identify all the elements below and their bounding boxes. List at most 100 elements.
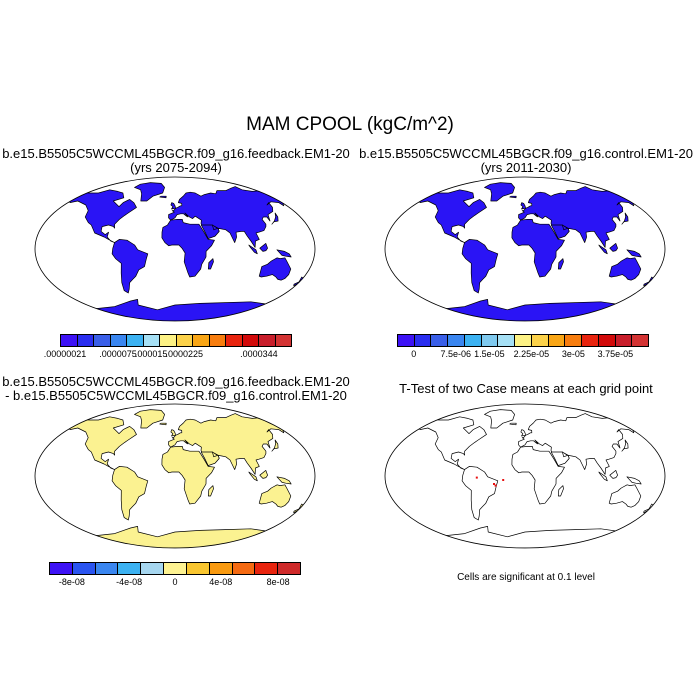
land-antarctica bbox=[66, 526, 284, 548]
map-border bbox=[34, 403, 316, 549]
colorbar-box bbox=[61, 335, 78, 346]
colorbar-label: 8e-08 bbox=[266, 577, 290, 587]
land-sumatra bbox=[598, 244, 608, 255]
land-britain bbox=[520, 202, 527, 210]
panel-2-title-line2: (yrs 2011-2030) bbox=[480, 160, 572, 175]
colorbar-box bbox=[110, 335, 127, 346]
land-greenland bbox=[484, 182, 515, 202]
colorbar-box bbox=[515, 335, 532, 346]
land-madagascar bbox=[557, 485, 564, 497]
panel-2-colorbar bbox=[397, 334, 649, 347]
land-africa bbox=[511, 446, 565, 505]
colorbar-box bbox=[531, 335, 549, 346]
map-svg bbox=[34, 176, 316, 322]
panel-3-colorbar-labels: -8e-08 -4e-08 0 4e-08 8e-08 bbox=[49, 577, 301, 589]
panel-2-title: b.e15.B5505C5WCCML45BGCR.f09_g16.control… bbox=[352, 147, 700, 175]
colorbar-box bbox=[143, 335, 160, 346]
colorbar-box bbox=[255, 563, 279, 574]
colorbar-label: -8e-08 bbox=[58, 577, 85, 587]
land-arabia bbox=[550, 224, 570, 239]
land-africa bbox=[511, 219, 565, 278]
land-new-guinea bbox=[276, 249, 292, 258]
colorbar-box bbox=[259, 335, 276, 346]
land-new-guinea bbox=[626, 476, 642, 485]
colorbar-box bbox=[448, 335, 465, 346]
land-australia bbox=[258, 257, 292, 281]
figure-title: MAM CPOOL (kgC/m^2) bbox=[246, 114, 454, 135]
map-border bbox=[384, 403, 666, 549]
land-new-guinea bbox=[626, 249, 642, 258]
colorbar-box bbox=[209, 335, 226, 346]
panel-3-colorbar bbox=[49, 562, 301, 575]
land-madagascar bbox=[557, 258, 564, 270]
panel-1-colorbar-labels: .00000021 .0000075.000015.0000225 .0000344 bbox=[44, 349, 292, 361]
colorbar-box bbox=[50, 563, 73, 574]
colorbar-label: 0 bbox=[411, 349, 417, 359]
colorbar-label: 4e-08 bbox=[209, 577, 233, 587]
significance-note: Cells are significant at 0.1 level bbox=[457, 572, 595, 583]
land-madagascar bbox=[207, 485, 214, 497]
land-south-america bbox=[111, 239, 149, 294]
land-australia bbox=[258, 484, 292, 508]
land-greenland bbox=[134, 182, 165, 202]
colorbar-box bbox=[127, 335, 144, 346]
colorbar-label: 0 bbox=[172, 577, 178, 587]
colorbar-box bbox=[118, 563, 142, 574]
colorbar-label: .000015 bbox=[134, 349, 168, 359]
land-arabia bbox=[200, 224, 220, 239]
colorbar-box bbox=[77, 335, 94, 346]
significant-cell bbox=[494, 484, 497, 487]
colorbar-label: -4e-08 bbox=[116, 577, 143, 587]
colorbar-label: .0000075 bbox=[99, 349, 137, 359]
map-border bbox=[34, 176, 316, 322]
land-japan bbox=[621, 439, 629, 452]
land-borneo bbox=[609, 243, 618, 252]
land-borneo bbox=[259, 470, 268, 479]
colorbar-box bbox=[464, 335, 482, 346]
colorbar-box bbox=[164, 563, 187, 574]
significant-cell bbox=[475, 476, 478, 479]
land-antarctica bbox=[416, 299, 634, 321]
colorbar-label: 2.25e-05 bbox=[513, 349, 550, 359]
land-south-america bbox=[461, 466, 499, 521]
land-britain bbox=[170, 202, 177, 210]
colorbar-label: .00000021 bbox=[43, 349, 87, 359]
colorbar-box bbox=[632, 335, 649, 346]
colorbar-label: 3.75e-05 bbox=[597, 349, 634, 359]
colorbar-box bbox=[232, 563, 256, 574]
colorbar-box bbox=[431, 335, 449, 346]
land-japan bbox=[271, 212, 279, 225]
panel-2-map bbox=[383, 176, 667, 322]
land-antarctica bbox=[66, 299, 284, 321]
colorbar-box bbox=[615, 335, 633, 346]
panel-1-title-line1: b.e15.B5505C5WCCML45BGCR.f09_g16.feedbac… bbox=[2, 146, 350, 161]
colorbar-box bbox=[72, 563, 96, 574]
colorbar-box bbox=[226, 335, 243, 346]
land-south-america bbox=[461, 239, 499, 294]
panel-1-title-line2: (yrs 2075-2094) bbox=[130, 160, 222, 175]
colorbar-box bbox=[141, 563, 165, 574]
colorbar-box bbox=[160, 335, 177, 346]
land-north-america bbox=[417, 189, 487, 243]
panel-1-colorbar bbox=[60, 334, 292, 347]
colorbar-box bbox=[582, 335, 599, 346]
colorbar-box bbox=[398, 335, 415, 346]
colorbar-box bbox=[278, 563, 300, 574]
land-borneo bbox=[609, 470, 618, 479]
land-iceland bbox=[159, 195, 167, 199]
panel-4-title: T-Test of two Case means at each grid po… bbox=[352, 382, 700, 396]
colorbar-box bbox=[565, 335, 583, 346]
map-border bbox=[384, 176, 666, 322]
land-japan bbox=[621, 212, 629, 225]
panel-4-map bbox=[383, 403, 667, 549]
land-sumatra bbox=[248, 244, 258, 255]
land-madagascar bbox=[207, 258, 214, 270]
land-iceland bbox=[509, 422, 517, 426]
land-australia bbox=[608, 257, 642, 281]
land-australia bbox=[608, 484, 642, 508]
colorbar-box bbox=[242, 335, 259, 346]
land-north-america bbox=[67, 189, 137, 243]
colorbar-box bbox=[209, 563, 233, 574]
land-sumatra bbox=[248, 471, 258, 482]
panel-3-map bbox=[33, 403, 317, 549]
